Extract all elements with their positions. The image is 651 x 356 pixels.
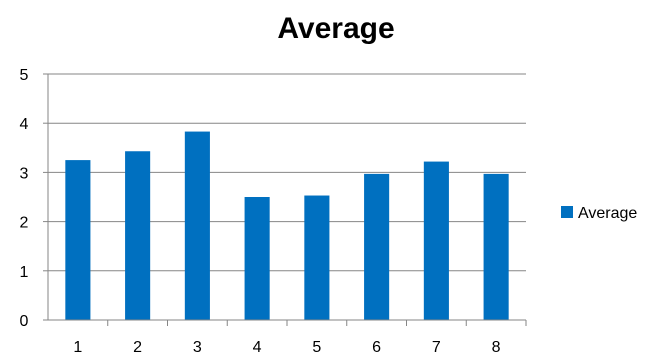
x-tick-label: 1 (73, 339, 82, 356)
bar-2 (125, 151, 151, 320)
bar-6 (364, 173, 390, 320)
legend: Average (561, 205, 637, 222)
bars (65, 131, 509, 320)
x-tick-label: 7 (432, 339, 441, 356)
y-tick-label: 4 (20, 116, 29, 133)
chart-title: Average (277, 12, 394, 45)
bar-3 (184, 131, 210, 320)
legend-swatch (561, 206, 573, 218)
x-tick-label: 8 (492, 339, 501, 356)
y-tick-labels: 0 1 2 3 4 5 (20, 67, 48, 330)
legend-label: Average (578, 205, 637, 222)
x-tick-label: 2 (133, 339, 142, 356)
bar-4 (244, 197, 270, 320)
y-tick-label: 3 (20, 165, 29, 182)
axes (47, 74, 526, 321)
x-tick-label: 4 (253, 339, 262, 356)
y-tick-label: 0 (20, 313, 29, 330)
x-tick-label: 6 (372, 339, 381, 356)
bar-7 (423, 161, 449, 320)
gridlines (48, 73, 526, 272)
x-tick-labels: 1 2 3 4 5 6 7 8 (73, 320, 527, 356)
y-tick-label: 2 (20, 215, 29, 232)
bar-8 (483, 173, 509, 320)
y-tick-label: 1 (20, 264, 29, 281)
x-tick-label: 3 (193, 339, 202, 356)
y-tick-label: 5 (20, 67, 29, 84)
bar-1 (65, 160, 91, 320)
bar-5 (304, 195, 330, 320)
x-tick-label: 5 (312, 339, 321, 356)
